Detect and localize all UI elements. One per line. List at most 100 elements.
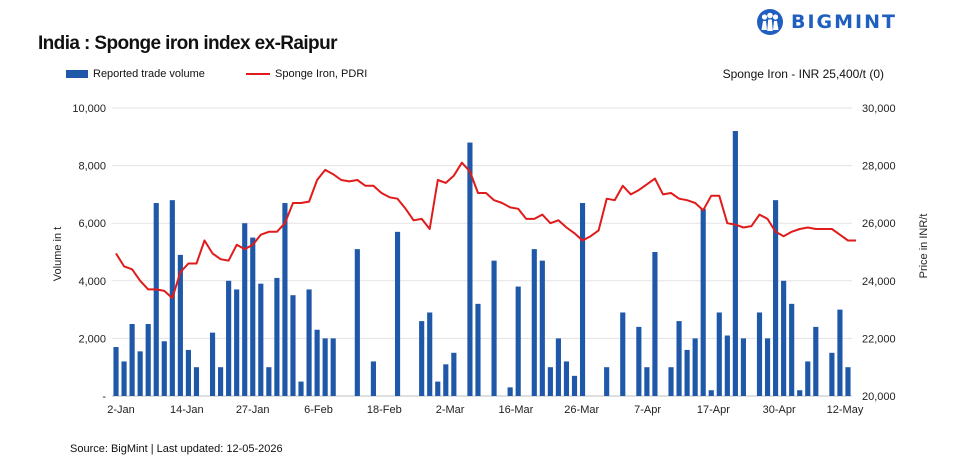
legend-label-volume: Reported trade volume bbox=[93, 68, 205, 80]
volume-bar bbox=[322, 338, 328, 396]
volume-bar bbox=[700, 208, 706, 396]
volume-bar bbox=[370, 361, 376, 396]
volume-bar bbox=[579, 203, 586, 396]
volume-bar bbox=[290, 295, 296, 396]
volume-bar bbox=[306, 289, 312, 396]
price-line bbox=[115, 161, 856, 300]
volume-bar bbox=[242, 223, 248, 396]
volume-bar bbox=[563, 361, 570, 396]
volume-bar bbox=[644, 367, 650, 396]
volume-bar bbox=[571, 375, 578, 396]
source-note: Source: BigMint | Last updated: 12-05-20… bbox=[70, 443, 283, 455]
volume-bar bbox=[531, 249, 537, 396]
volume-bar bbox=[829, 352, 835, 396]
right-tick-label: 22,000 bbox=[862, 333, 896, 345]
x-tick-label: 7-Apr bbox=[634, 404, 661, 416]
volume-bar bbox=[805, 361, 811, 396]
volume-bar bbox=[539, 260, 545, 396]
right-tick-label: 26,000 bbox=[862, 218, 896, 230]
volume-bar bbox=[692, 338, 698, 396]
price-series-line bbox=[115, 161, 856, 300]
volume-bar bbox=[443, 364, 449, 396]
left-tick-label: 4,000 bbox=[78, 276, 106, 288]
x-tick-label: 12-May bbox=[827, 404, 864, 416]
volume-bar bbox=[724, 335, 730, 396]
volume-bar bbox=[113, 347, 119, 396]
x-tick-label: 18-Feb bbox=[367, 404, 402, 416]
bigmint-people-icon bbox=[757, 9, 783, 35]
volume-bar bbox=[789, 303, 795, 396]
volume-bar bbox=[209, 332, 216, 396]
right-axis-ticks: 20,000 22,000 24,000 26,000 28,000 30,000 bbox=[862, 103, 896, 403]
volume-bar bbox=[427, 312, 433, 396]
volume-bar bbox=[161, 341, 167, 396]
volume-bar bbox=[708, 390, 714, 396]
left-axis-ticks: - 2,000 4,000 6,000 8,000 10,000 bbox=[72, 103, 106, 403]
volume-bars bbox=[113, 131, 851, 397]
volume-bar bbox=[515, 286, 521, 396]
volume-bar bbox=[547, 367, 553, 396]
volume-bar bbox=[354, 249, 360, 396]
left-tick-label: 6,000 bbox=[78, 218, 106, 230]
x-axis-ticks: 2-Jan 14-Jan 27-Jan 6-Feb 18-Feb 2-Mar 16-Mar 2… bbox=[107, 404, 864, 416]
volume-bar bbox=[620, 312, 626, 396]
volume-bar bbox=[684, 349, 690, 396]
right-tick-label: 30,000 bbox=[862, 103, 896, 115]
x-tick-label: 16-Mar bbox=[498, 404, 533, 416]
volume-bar bbox=[298, 381, 304, 396]
right-tick-label: 24,000 bbox=[862, 276, 896, 288]
volume-bar bbox=[258, 283, 264, 396]
x-tick-label: 2-Mar bbox=[436, 404, 465, 416]
volume-bar bbox=[475, 303, 481, 396]
volume-bar bbox=[226, 280, 232, 396]
legend-item-price: Sponge Iron, PDRI bbox=[246, 68, 367, 80]
volume-bar bbox=[218, 367, 224, 396]
left-tick-label: - bbox=[102, 391, 106, 403]
volume-bar bbox=[250, 237, 256, 396]
volume-bar bbox=[740, 338, 746, 396]
bigmint-logo: BIGMINT bbox=[756, 8, 897, 36]
volume-bar bbox=[266, 367, 272, 396]
left-tick-label: 2,000 bbox=[78, 333, 106, 345]
volume-bar bbox=[185, 349, 191, 396]
volume-bar bbox=[330, 338, 336, 396]
volume-bar bbox=[837, 309, 843, 396]
left-tick-label: 8,000 bbox=[78, 161, 106, 173]
volume-bar bbox=[756, 312, 763, 396]
volume-bar bbox=[193, 367, 200, 396]
volume-bar bbox=[145, 324, 151, 396]
left-axis-label: Volume in t bbox=[52, 227, 64, 281]
chart-title: India : Sponge iron index ex-Raipur bbox=[38, 33, 337, 54]
x-tick-label: 30-Apr bbox=[763, 404, 796, 416]
volume-bar bbox=[491, 260, 497, 396]
volume-bar bbox=[636, 326, 642, 396]
volume-bar bbox=[282, 203, 288, 396]
right-axis-label: Price in INR/t bbox=[918, 214, 930, 279]
volume-bar bbox=[234, 289, 240, 396]
x-tick-label: 17-Apr bbox=[697, 404, 730, 416]
volume-bar bbox=[507, 387, 513, 396]
volume-bar bbox=[394, 231, 401, 396]
volume-bar bbox=[732, 131, 738, 397]
volume-bar bbox=[764, 338, 771, 396]
volume-bar bbox=[153, 203, 159, 396]
x-tick-label: 27-Jan bbox=[236, 404, 270, 416]
volume-bar bbox=[813, 326, 819, 396]
volume-bar bbox=[668, 367, 674, 396]
volume-bar bbox=[845, 367, 851, 396]
x-tick-label: 26-Mar bbox=[564, 404, 599, 416]
volume-bar bbox=[797, 390, 803, 396]
volume-bar bbox=[274, 277, 280, 396]
x-tick-label: 14-Jan bbox=[170, 404, 204, 416]
volume-bar bbox=[129, 324, 135, 396]
volume-bar bbox=[604, 367, 610, 396]
legend-swatch-bar bbox=[66, 70, 88, 78]
volume-bar bbox=[676, 321, 682, 396]
volume-bar bbox=[716, 312, 722, 396]
volume-bar bbox=[177, 254, 183, 396]
x-tick-label: 6-Feb bbox=[304, 404, 333, 416]
price-note: Sponge Iron - INR 25,400/t (0) bbox=[722, 67, 884, 81]
right-tick-label: 20,000 bbox=[862, 391, 896, 403]
x-tick-label: 2-Jan bbox=[107, 404, 135, 416]
legend-swatch-line bbox=[246, 73, 270, 75]
